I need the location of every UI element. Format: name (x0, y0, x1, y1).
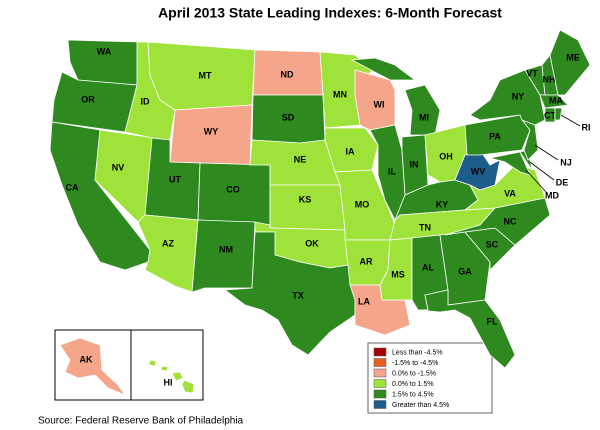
legend-label: 1.5% to 4.5% (392, 391, 434, 398)
legend-label: 0.0% to -1.5% (392, 370, 436, 377)
leader-line (560, 114, 581, 127)
state-label: RI (582, 122, 591, 132)
leader-line (529, 161, 555, 181)
state-label: MD (545, 190, 559, 200)
state-label: WA (97, 46, 112, 56)
state-label: MS (391, 269, 405, 279)
state-label: NC (504, 216, 517, 226)
state-label: KS (299, 194, 312, 204)
leader-line (534, 144, 559, 161)
state-label: FL (487, 316, 498, 326)
legend-label: Greater than 4.5% (392, 402, 449, 409)
state-label: MT (199, 70, 212, 80)
state-label: NE (294, 154, 307, 164)
state-label: VT (526, 68, 538, 78)
state-label: MN (333, 89, 347, 99)
state-label: NM (219, 244, 233, 254)
leader-line (525, 169, 547, 193)
state-shape (223, 231, 356, 356)
state-label: IA (346, 146, 356, 156)
state-label: AR (360, 256, 373, 266)
legend-swatch (373, 358, 387, 367)
state-label: NJ (560, 157, 572, 167)
state-label: OK (305, 238, 319, 248)
state-label: HI (164, 377, 173, 387)
state-label: TX (292, 290, 304, 300)
state-label: NH (543, 74, 556, 84)
state-label: SD (282, 112, 295, 122)
legend-swatch (373, 389, 387, 399)
legend-swatch (373, 368, 387, 378)
state-label: ME (566, 52, 580, 62)
state-label: NY (512, 91, 525, 101)
state-shape (554, 107, 563, 121)
state-label: KY (436, 199, 449, 209)
legend-label: Less than -4.5% (392, 349, 443, 356)
state-label: GA (458, 266, 472, 276)
state-label: OH (439, 151, 453, 161)
state-shape (489, 151, 531, 176)
state-label: TN (419, 222, 431, 232)
state-label: MO (355, 199, 370, 209)
state-shape (539, 94, 569, 109)
state-shape (59, 337, 127, 396)
state-label: CT (544, 110, 556, 120)
state-label: AL (422, 262, 434, 272)
state-label: AZ (162, 238, 174, 248)
state-shape (191, 219, 256, 293)
state-label: LA (358, 296, 370, 306)
state-label: CA (66, 182, 79, 192)
state-label: IL (388, 166, 397, 176)
map-title: April 2013 State Leading Indexes: 6-Mont… (158, 5, 502, 21)
state-label: SC (486, 239, 499, 249)
state-shape (549, 29, 591, 96)
legend-swatch (373, 347, 387, 357)
state-label: WI (374, 99, 385, 109)
state-label: WV (471, 166, 486, 176)
state-label: MA (549, 95, 563, 105)
state-label: WY (204, 126, 219, 136)
state-label: UT (169, 174, 181, 184)
state-label: AK (80, 354, 93, 364)
legend-swatch (373, 379, 387, 388)
state-label: ID (141, 96, 151, 106)
legend-label: 0.0% to 1.5% (392, 381, 434, 388)
state-label: IN (410, 159, 419, 169)
state-label: NV (112, 162, 125, 172)
legend-swatch (373, 400, 387, 409)
state-shape (269, 184, 346, 231)
legend-label: -1.5% to -4.5% (392, 360, 438, 367)
source-note: Source: Federal Reserve Bank of Philadel… (38, 416, 244, 427)
state-shape (544, 107, 556, 123)
state-label: MI (419, 112, 429, 122)
state-shape (417, 289, 516, 369)
state-label: VA (504, 188, 516, 198)
legend-box (367, 342, 493, 414)
state-label: DE (556, 177, 569, 187)
state-shape (148, 359, 195, 394)
state-label: OR (81, 94, 95, 104)
state-label: PA (489, 131, 501, 141)
state-label: CO (226, 184, 240, 194)
state-label: ND (281, 69, 294, 79)
